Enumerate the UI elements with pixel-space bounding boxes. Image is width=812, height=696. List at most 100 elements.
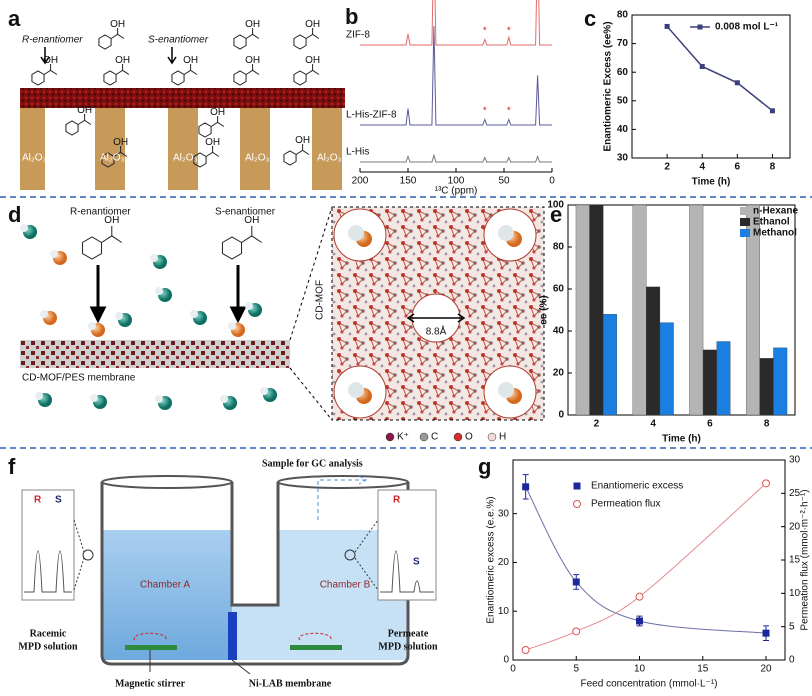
side-chain (110, 28, 125, 39)
label: OH (305, 19, 320, 30)
legend-swatch (697, 24, 703, 30)
x-tick-label: 0 (549, 176, 555, 187)
liquid-b (232, 530, 408, 660)
molecule: OH (233, 19, 260, 50)
marker (769, 108, 775, 114)
label: Al₂O₃ (317, 153, 342, 164)
label: R (34, 495, 42, 506)
y-tick-label: 40 (617, 124, 629, 135)
x-tick-label: 100 (448, 176, 465, 187)
panel-a: a R-enantiomer S-enantiomer (8, 6, 345, 190)
bar (632, 204, 647, 416)
marker (572, 627, 581, 636)
chromatogram (21, 489, 75, 601)
benzene-ring (293, 70, 307, 86)
x-tick-label: 2 (664, 162, 670, 173)
side-chain (101, 226, 122, 243)
molecule-ball (150, 254, 158, 262)
legend-swatch (419, 432, 429, 442)
probe (344, 549, 356, 561)
bar (603, 314, 617, 416)
benzene-ring (101, 152, 115, 168)
marker (521, 646, 530, 654)
liquid-a (102, 530, 232, 660)
peak-marker: * (507, 26, 511, 37)
pillar (312, 108, 342, 190)
rim (277, 475, 409, 489)
guest (498, 382, 514, 398)
side-chain (241, 226, 262, 243)
label: R-enantiomer (70, 207, 131, 218)
y-axis-label: ee (%) (539, 295, 550, 324)
trace-label: L-His-ZIF-8 (346, 110, 397, 121)
x-tick-label: 6 (707, 419, 713, 430)
y-tick-label: 50 (617, 95, 629, 106)
marker (734, 80, 740, 86)
pore-arrow (406, 313, 466, 323)
spectrum-trace (360, 25, 552, 126)
label: Al₂O₃ (100, 153, 125, 164)
legend-label: H (499, 432, 506, 443)
molecule: OH (65, 105, 92, 136)
y2-tick-label: 25 (789, 488, 801, 499)
side-chain (115, 64, 130, 75)
molecule: OH (101, 137, 128, 168)
connector (73, 519, 379, 591)
legend-swatch (740, 207, 750, 215)
label: MPD solution (378, 641, 438, 652)
label: Sample for GC analysis (262, 458, 363, 469)
marker (522, 483, 530, 491)
molecule-ball (245, 302, 253, 310)
y2-tick-label: 5 (789, 621, 795, 632)
fit-line (525, 486, 767, 634)
benzene-ring (221, 236, 243, 260)
panel-label: g (478, 454, 491, 479)
x-tick-label: 5 (573, 664, 579, 675)
marker (762, 629, 770, 637)
benzene-ring (293, 34, 307, 50)
benzene-ring (81, 236, 103, 260)
y-tick-label: 20 (498, 557, 510, 568)
benzene-ring (65, 120, 79, 136)
y-tick-label: 30 (617, 153, 629, 164)
x-tick-label: 150 (400, 176, 417, 187)
side-chain (113, 146, 128, 157)
y2-tick-label: 15 (789, 555, 801, 566)
marker (664, 23, 670, 29)
pointer (149, 650, 251, 675)
bar (759, 358, 774, 416)
plot-frame (631, 14, 791, 159)
label: 8.8Å (426, 325, 447, 338)
arrow (229, 265, 247, 324)
marker (572, 578, 580, 586)
molecule: OH (221, 215, 262, 260)
legend-label: n-Hexane (753, 206, 798, 217)
x-tick-label: 0 (510, 664, 516, 675)
side-chain (183, 64, 198, 75)
molecule: OH (283, 135, 310, 166)
benzene-ring (31, 70, 45, 86)
bar (746, 204, 760, 416)
label: OH (104, 215, 119, 226)
benzene-ring (233, 70, 247, 86)
legend-label: Enantiomeric excess (591, 481, 683, 492)
arrow (89, 265, 107, 324)
y-tick-label: 80 (617, 10, 629, 21)
guest (498, 225, 514, 241)
marker (699, 63, 705, 69)
u-cell (100, 482, 410, 666)
panel-label: d (8, 202, 21, 227)
fit-line (525, 482, 767, 651)
legend-swatch (385, 432, 395, 442)
side-chain (77, 114, 92, 125)
molecule: OH (31, 55, 58, 86)
molecule: OH (81, 215, 122, 260)
legend-label: Permeation flux (591, 499, 660, 510)
legend-swatch (573, 500, 581, 508)
benzene-ring (198, 122, 212, 138)
x-tick-label: 4 (650, 419, 656, 430)
y-tick-label: 20 (553, 368, 565, 379)
x-tick-label: 20 (760, 664, 772, 675)
x-axis-label: Time (h) (662, 434, 701, 445)
membrane (20, 340, 290, 368)
